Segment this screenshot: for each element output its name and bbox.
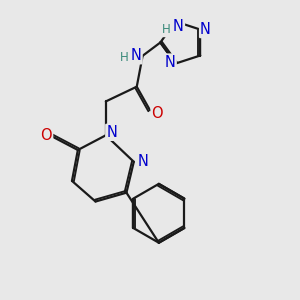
Text: N: N: [137, 154, 148, 169]
Text: N: N: [165, 55, 176, 70]
Text: N: N: [131, 48, 142, 63]
Text: N: N: [173, 19, 184, 34]
Text: O: O: [152, 106, 163, 121]
Text: H: H: [162, 23, 171, 36]
Text: O: O: [40, 128, 52, 143]
Text: N: N: [200, 22, 211, 37]
Text: H: H: [120, 51, 129, 64]
Text: N: N: [106, 125, 117, 140]
